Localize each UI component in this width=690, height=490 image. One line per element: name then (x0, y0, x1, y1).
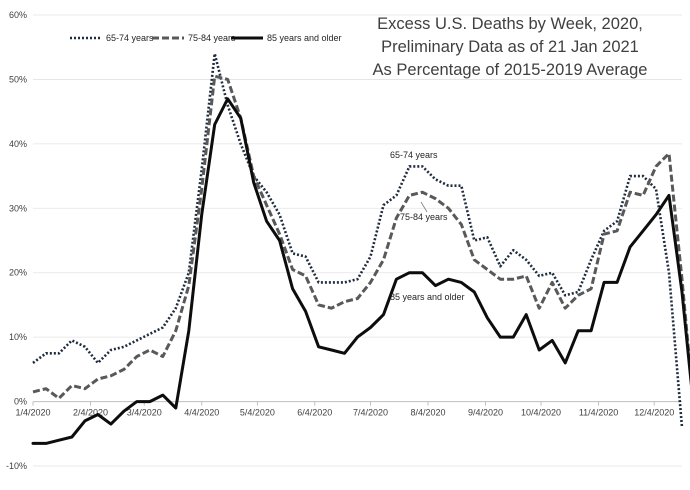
x-axis-tick-labels: 1/4/2020 2/4/2020 3/4/2020 4/4/2020 5/4/2020… (15, 401, 674, 418)
chart-title-line-2: Preliminary Data as of 21 Jan 2021 (381, 38, 639, 56)
y-tick-label: 50% (9, 74, 27, 84)
y-tick-label: 10% (9, 332, 27, 342)
chart-title: Excess U.S. Deaths by Week, 2020, Prelim… (373, 15, 648, 79)
series-lines (31, 52, 690, 445)
y-tick-label: 30% (9, 203, 27, 213)
x-tick-label: 2/4/2020 (73, 408, 108, 418)
chart-title-line-3: As Percentage of 2015-2019 Average (373, 61, 648, 79)
x-tick-label: 7/4/2020 (353, 408, 388, 418)
x-tick-label: 6/4/2020 (297, 408, 332, 418)
legend: 65-74 years 75-84 years 85 years and old… (70, 33, 342, 43)
y-tick-label: -10% (6, 461, 27, 471)
series-annotations: 65-74 years 75-84 years 85 years and old… (390, 150, 465, 302)
y-tick-label: 40% (9, 139, 27, 149)
y-tick-label: 0% (14, 397, 27, 407)
y-axis-tick-labels: 60% 50% 40% 30% 20% 10% 0% -10% (6, 10, 27, 471)
x-tick-label: 8/4/2020 (410, 408, 445, 418)
x-tick-label: 4/4/2020 (184, 408, 219, 418)
chart-title-line-1: Excess U.S. Deaths by Week, 2020, (377, 15, 643, 33)
legend-label-85-plus: 85 years and older (267, 33, 342, 43)
y-tick-label: 20% (9, 268, 27, 278)
x-tick-label: 1/4/2020 (15, 408, 50, 418)
x-tick-label: 12/4/2020 (634, 408, 674, 418)
x-tick-label: 3/4/2020 (127, 408, 162, 418)
legend-label-65-74: 65-74 years (106, 33, 154, 43)
y-tick-label: 60% (9, 10, 27, 20)
x-tick-label: 5/4/2020 (240, 408, 275, 418)
annotation-75-84: 75-84 years (400, 212, 448, 222)
series-line-65-74-years (32, 52, 684, 428)
legend-label-75-84: 75-84 years (188, 33, 236, 43)
annotation-85-plus: 85 years and older (390, 292, 465, 302)
x-tick-label: 9/4/2020 (468, 408, 503, 418)
series-line-75-84-years (32, 74, 690, 400)
annotation-65-74: 65-74 years (390, 150, 438, 160)
x-tick-label: 10/4/2020 (521, 408, 561, 418)
x-tick-label: 11/4/2020 (579, 408, 618, 418)
annotation-75-84-leader (420, 201, 428, 213)
series-line-85-years-and-older (31, 97, 690, 445)
